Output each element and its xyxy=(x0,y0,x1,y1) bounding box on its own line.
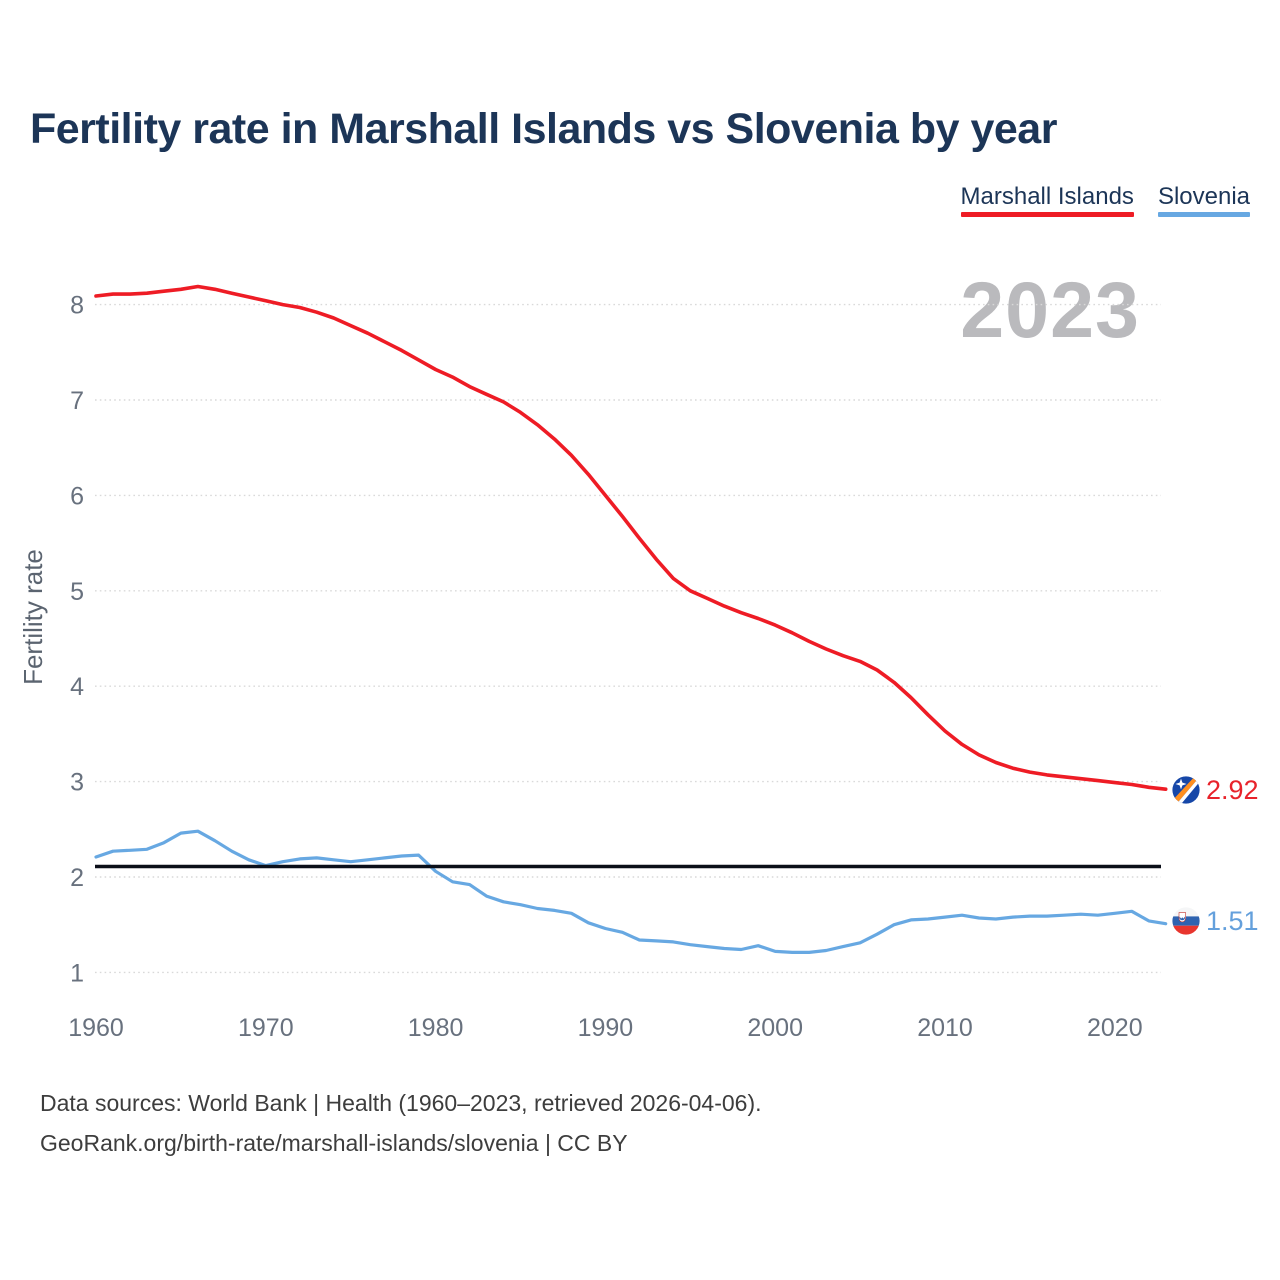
page-title: Fertility rate in Marshall Islands vs Sl… xyxy=(30,105,1057,153)
y-tick-label: 1 xyxy=(70,959,84,987)
x-tick-label: 1970 xyxy=(238,1014,294,1042)
end-value-marshall-islands: 2.92 xyxy=(1206,775,1259,805)
y-tick-label: 4 xyxy=(70,673,84,701)
end-value-slovenia: 1.51 xyxy=(1206,906,1259,936)
marshall-islands-line xyxy=(94,284,1168,792)
legend: Marshall Islands Slovenia xyxy=(960,183,1250,217)
legend-underline-slovenia xyxy=(1157,211,1250,217)
slovenia-line xyxy=(94,829,1168,955)
y-tick-label: 7 xyxy=(70,387,84,415)
y-axis-title: Fertility rate xyxy=(18,549,48,685)
y-tick-label: 3 xyxy=(70,769,84,797)
legend-label-marshall-islands: Marshall Islands xyxy=(960,183,1134,210)
y-tick-label: 2 xyxy=(70,864,84,892)
x-tick-label: 2020 xyxy=(1087,1014,1143,1042)
year-watermark: 2023 xyxy=(960,265,1140,354)
series-layer xyxy=(94,284,1168,955)
y-tick-label: 8 xyxy=(70,292,84,320)
x-tick-label: 2000 xyxy=(747,1014,803,1042)
legend-label-slovenia: Slovenia xyxy=(1157,183,1250,210)
footer: Data sources: World Bank | Health (1960–… xyxy=(40,1083,762,1163)
footer-line-attribution: GeoRank.org/birth-rate/marshall-islands/… xyxy=(40,1130,628,1156)
x-tick-label: 1980 xyxy=(408,1014,464,1042)
y-tick-label: 6 xyxy=(70,482,84,510)
legend-item-marshall-islands[interactable]: Marshall Islands xyxy=(960,183,1134,217)
x-tick-label: 2010 xyxy=(917,1014,973,1042)
x-tick-label: 1990 xyxy=(578,1014,634,1042)
tick-layer: 1 2 3 4 5 6 7 8 1960 1970 1980 1990 2000 2010 2020 xyxy=(68,292,1142,1042)
footer-line-datasources: Data sources: World Bank | Health (1960–… xyxy=(40,1090,762,1116)
y-tick-label: 5 xyxy=(70,578,84,606)
x-tick-label: 1960 xyxy=(68,1014,124,1042)
legend-item-slovenia[interactable]: Slovenia xyxy=(1157,183,1250,217)
legend-underline-marshall-islands xyxy=(960,211,1134,217)
marshall-islands-flag-icon xyxy=(1172,776,1200,804)
grid-layer xyxy=(95,303,1161,974)
slovenia-flag-icon xyxy=(1172,907,1200,935)
